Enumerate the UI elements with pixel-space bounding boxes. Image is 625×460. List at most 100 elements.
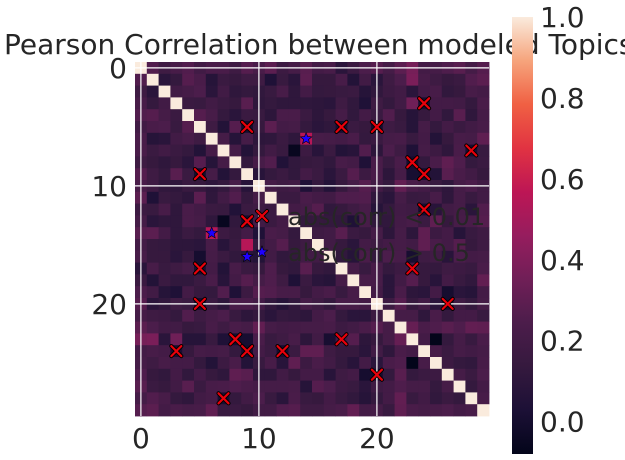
heatmap-cell [170,262,183,275]
heatmap-cell [406,309,419,322]
heatmap-cell [217,73,230,86]
heatmap-cell [382,274,395,287]
heatmap-cell [182,345,195,358]
heatmap-cell [276,121,289,134]
heatmap-cell [300,345,313,358]
heatmap-cell [300,109,313,122]
heatmap-cell [194,321,207,334]
low-corr-marker [334,119,349,134]
heatmap-cell [276,109,289,122]
heatmap-cell [453,227,466,240]
heatmap-cell [406,357,419,370]
heatmap-cell [418,144,431,157]
heatmap-cell [205,85,218,98]
heatmap-cell [217,85,230,98]
heatmap-cell [158,274,171,287]
heatmap-cell [323,85,336,98]
heatmap-cell [430,368,443,381]
heatmap-cell [430,333,443,346]
heatmap-cell [359,121,372,134]
heatmap-cell [453,85,466,98]
heatmap-cell [182,309,195,322]
heatmap-cell [241,144,254,157]
heatmap-cell [241,286,254,299]
heatmap-cell [347,85,360,98]
heatmap-cell [406,121,419,134]
heatmap-cell [441,203,454,216]
heatmap-cell [323,392,336,405]
heatmap-cell [194,274,207,287]
heatmap-cell [453,357,466,370]
heatmap-cell [394,121,407,134]
legend: abs(corr) < 0.01 abs(corr) > 0.5 [255,203,485,267]
low-corr-marker [216,391,231,406]
heatmap-cell [359,73,372,86]
heatmap-cell [241,380,254,393]
heatmap-cell [418,85,431,98]
heatmap-cell [146,121,159,134]
heatmap-cell [465,132,478,145]
heatmap-cell [158,156,171,169]
heatmap-cell [205,321,218,334]
heatmap-cell [194,250,207,263]
heatmap-cell [477,404,490,417]
heatmap-cell [406,168,419,181]
heatmap-cell [347,286,360,299]
heatmap-cell [347,203,360,216]
heatmap-cell [441,321,454,334]
heatmap-cell [217,156,230,169]
heatmap-cell [158,333,171,346]
heatmap-cell [170,85,183,98]
heatmap-cell [453,404,466,417]
heatmap-cell [170,109,183,122]
heatmap-cell [441,286,454,299]
heatmap-cell [430,227,443,240]
low-corr-marker [440,296,455,311]
heatmap-cell [359,321,372,334]
heatmap-cell [347,404,360,417]
heatmap-cell [430,168,443,181]
heatmap-cell [323,227,336,240]
y-axis-ticks: 0 10 20 [91,52,127,321]
heatmap-cell [205,309,218,322]
heatmap-cell [158,168,171,181]
heatmap-cell [170,168,183,181]
legend-label: abs(corr) > 0.5 [288,239,470,267]
heatmap-cell [382,121,395,134]
heatmap-cell [182,191,195,204]
marker-layer [169,96,479,406]
heatmap-cell [194,392,207,405]
heatmap-cell [465,345,478,358]
heatmap-cell [182,321,195,334]
heatmap-cell [430,274,443,287]
heatmap-cell [241,109,254,122]
heatmap-cell [465,286,478,299]
heatmap-cell [335,274,348,287]
heatmap-cell [394,85,407,98]
heatmap-cell [288,109,301,122]
heatmap-cell [229,262,242,275]
heatmap-cell [453,239,466,252]
heatmap-cell [359,404,372,417]
heatmap-cell [182,368,195,381]
heatmap-cell [359,97,372,110]
heatmap-cell [430,203,443,216]
heatmap-cell [194,156,207,169]
heatmap-cell [288,286,301,299]
heatmap-cell [323,357,336,370]
heatmap-cell [312,97,325,110]
heatmap-cell [276,239,289,252]
heatmap-cell [146,227,159,240]
heatmap-cell [146,85,159,98]
heatmap-cell [359,132,372,145]
heatmap-cell [276,144,289,157]
heatmap-cell [477,144,490,157]
heatmap-cell [323,73,336,86]
heatmap-cell [182,215,195,228]
heatmap-cell [170,156,183,169]
heatmap-cell [465,274,478,287]
x-axis-ticks: 0 10 20 [132,422,395,455]
heatmap-cell [194,191,207,204]
heatmap-cell [276,392,289,405]
